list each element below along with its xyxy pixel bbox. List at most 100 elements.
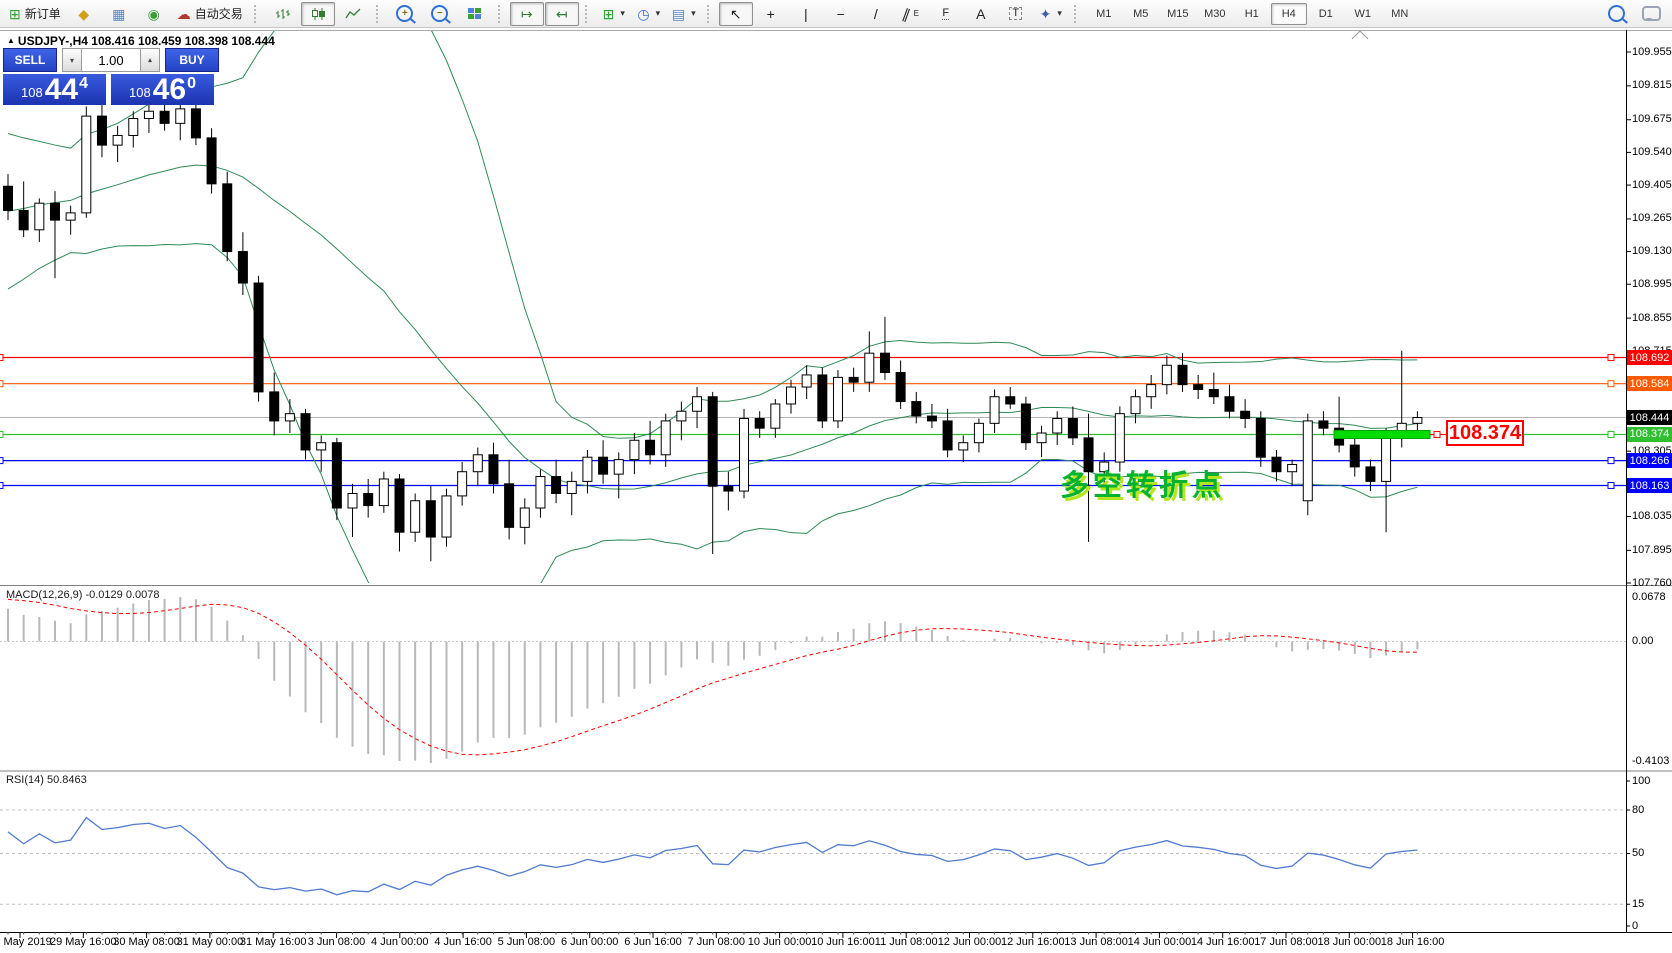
rsi-axis-label: 0 xyxy=(1632,919,1639,932)
zoom-out-button[interactable]: − xyxy=(423,2,457,26)
candle-body xyxy=(989,396,1000,424)
candle-body xyxy=(253,282,264,393)
time-axis-label: 10 Jun 00:00 xyxy=(747,936,812,948)
vertical-line-button[interactable]: | xyxy=(789,2,823,26)
candle-body xyxy=(472,454,483,473)
price-axis-tick-label: 108.995 xyxy=(1632,277,1672,290)
macd-signal-line xyxy=(7,598,1418,756)
timeframe-button-H1[interactable]: H1 xyxy=(1244,7,1259,20)
auto-trading-button[interactable]: ☁ 自动交易 xyxy=(172,2,248,26)
bar-chart-icon xyxy=(275,8,290,19)
text-button[interactable]: A xyxy=(964,2,998,26)
time-axis-label: 4 Jun 00:00 xyxy=(371,936,429,948)
candle-body xyxy=(629,439,640,461)
symbol-collapse-icon[interactable]: ▲ xyxy=(7,36,15,45)
macd-pane xyxy=(0,597,1626,763)
period-dropdown[interactable]: ◷ ▾ xyxy=(632,2,666,26)
candle-body xyxy=(1302,420,1313,502)
candle-body xyxy=(394,478,405,533)
chart-shift-button[interactable]: ↤ xyxy=(544,1,579,26)
candle-body xyxy=(660,420,671,456)
volume-input[interactable] xyxy=(82,48,140,72)
spin-down-icon: ▾ xyxy=(69,55,74,65)
arrows-dropdown[interactable]: ✦ ▾ xyxy=(1034,2,1068,26)
volume-increase-button[interactable]: ▾ xyxy=(140,48,160,72)
crosshair-button[interactable]: + xyxy=(754,2,788,26)
line-chart-button[interactable] xyxy=(336,2,370,26)
callout-handle xyxy=(1433,430,1441,438)
candle-body xyxy=(1349,444,1360,468)
bar-chart-button[interactable] xyxy=(266,2,300,26)
price-axis-tick-label: 109.955 xyxy=(1632,45,1672,58)
buy-price-pip: 0 xyxy=(187,75,196,92)
timeframe-button-M1[interactable]: M1 xyxy=(1096,7,1112,20)
candle-body xyxy=(879,352,890,374)
buy-price-display[interactable]: 108 46 0 xyxy=(111,74,214,105)
search-icon xyxy=(1607,5,1625,22)
candle-body xyxy=(457,471,468,497)
candle-body xyxy=(128,118,139,136)
line-handle xyxy=(1607,430,1615,438)
timeframe-button-MN[interactable]: MN xyxy=(1391,7,1409,20)
toolbar-grip[interactable] xyxy=(375,4,382,23)
candle-body xyxy=(206,137,217,185)
rsi-indicator-label: RSI(14) 50.8463 xyxy=(6,774,87,786)
timeframe-button-M30[interactable]: M30 xyxy=(1204,7,1226,20)
price-axis-tick-label: 109.540 xyxy=(1632,145,1672,158)
tile-windows-button[interactable] xyxy=(458,2,492,26)
sell-button[interactable]: SELL xyxy=(3,48,57,72)
trendline-button[interactable]: / xyxy=(859,2,893,26)
fibonacci-button[interactable]: F xyxy=(929,2,963,26)
volume-decrease-button[interactable]: ▾ xyxy=(62,48,82,72)
candle-body xyxy=(613,459,624,475)
sell-price-display[interactable]: 108 44 4 xyxy=(3,74,106,105)
eraser-button[interactable]: ◆ xyxy=(67,2,101,26)
timeframe-button-W1[interactable]: W1 xyxy=(1354,7,1372,20)
text-label-button[interactable]: T xyxy=(999,2,1033,26)
template-dropdown[interactable]: ▤ ▾ xyxy=(667,2,701,26)
search-button[interactable] xyxy=(1599,2,1633,26)
zoom-in-button[interactable]: + xyxy=(388,2,422,26)
horizontal-line-button[interactable]: − xyxy=(824,2,858,26)
timeframe-button-D1[interactable]: D1 xyxy=(1318,7,1333,20)
one-click-trading-panel: SELL ▾ ▾ BUY 108 44 4 108 46 0 xyxy=(3,48,219,105)
price-callout-label[interactable]: 108.374 xyxy=(1446,420,1524,446)
candle-body xyxy=(1130,396,1141,415)
timeframe-button-M15[interactable]: M15 xyxy=(1167,7,1189,20)
new-chart-dropdown[interactable]: ⊞ ▾ xyxy=(597,2,631,26)
candle-body xyxy=(378,478,389,507)
timeframe-button-M5[interactable]: M5 xyxy=(1133,7,1149,20)
time-axis-label: 30 May 08:00 xyxy=(113,936,180,948)
chat-button[interactable] xyxy=(1634,2,1668,26)
price-line-badge: 108.374 xyxy=(1627,426,1672,442)
main-pane xyxy=(0,30,1626,583)
symbol-header[interactable]: ▲ USDJPY-,H4 108.416 108.459 108.398 108.… xyxy=(7,34,275,48)
candle-body xyxy=(65,212,76,221)
highlight-price-segment xyxy=(1333,429,1431,439)
toolbar-grip[interactable] xyxy=(706,4,713,23)
chevron-down-icon: ▾ xyxy=(620,8,625,18)
time-axis-label: 4 Jun 16:00 xyxy=(434,936,492,948)
toolbar-grip[interactable] xyxy=(253,4,260,23)
rsi-line xyxy=(7,816,1418,896)
equidistant-channel-button[interactable]: ∥ E xyxy=(894,2,928,26)
chart-annotation-text: 多空转折点 xyxy=(1060,470,1226,502)
chart-window-button[interactable]: ▦ xyxy=(102,2,136,26)
candle-body xyxy=(34,202,45,231)
macd-axis-label: 0.00 xyxy=(1632,635,1654,647)
candle-body xyxy=(347,492,358,509)
buy-button[interactable]: BUY xyxy=(165,48,219,72)
signals-button[interactable]: ◉ xyxy=(137,2,171,26)
timeframe-button-H4[interactable]: H4 xyxy=(1270,2,1307,25)
toolbar-grip[interactable] xyxy=(584,4,591,23)
toolbar-grip[interactable] xyxy=(497,4,504,23)
sell-price-main: 44 xyxy=(44,73,79,106)
auto-scroll-button[interactable]: ↦ xyxy=(509,1,544,26)
candlestick-chart-button[interactable] xyxy=(300,1,335,26)
candle-body xyxy=(832,376,843,422)
candle-body xyxy=(284,413,295,422)
cursor-button[interactable]: ↖ xyxy=(718,1,753,26)
new-order-button[interactable]: ⊞ 新订单 xyxy=(4,2,66,26)
toolbar-grip[interactable] xyxy=(1073,4,1080,23)
